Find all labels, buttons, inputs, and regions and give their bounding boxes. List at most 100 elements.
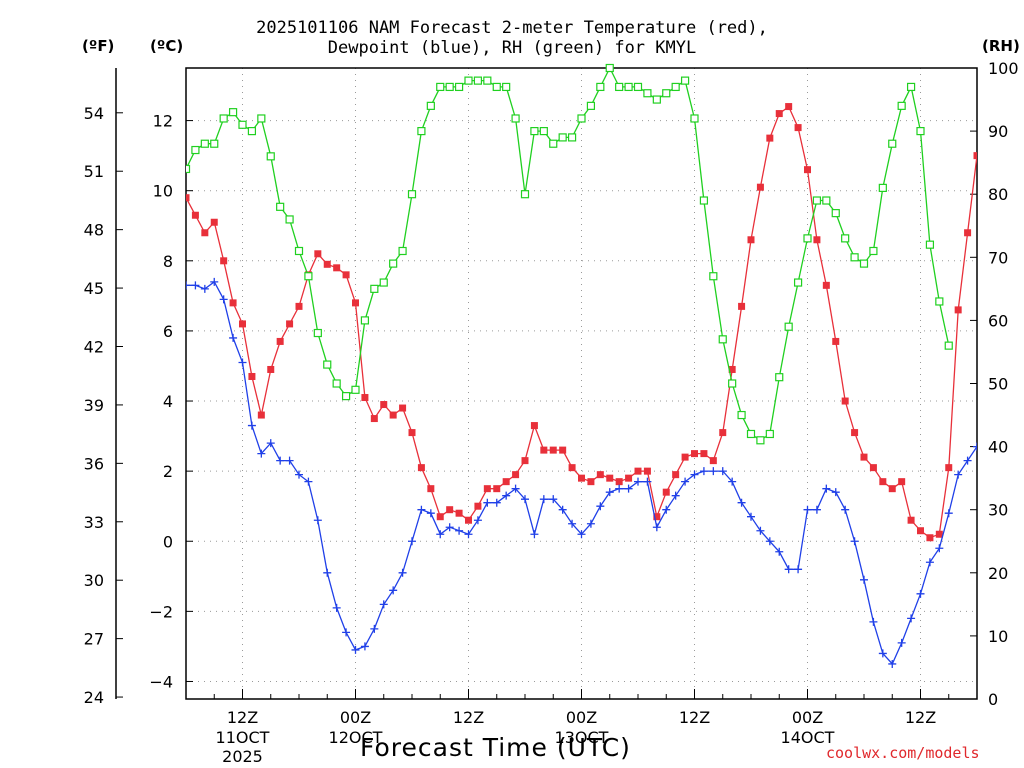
temperature-point [747,236,755,244]
rh-point [586,101,596,110]
dewpoint-line [186,280,977,666]
rh-point [417,126,426,136]
rh-point [389,259,398,268]
dewpoint-point [841,505,850,514]
temperature-point [813,236,821,244]
dewpoint-point [210,277,219,286]
dewpoint-point [229,333,238,342]
dewpoint-point [907,614,916,623]
rh-point [944,341,953,350]
dewpoint-point [295,470,303,479]
rh-point [652,95,661,104]
dewpoint-point [247,421,256,430]
rh-point [492,82,501,92]
temperature-point [210,218,218,226]
dewpoint-point [709,467,718,476]
temperature-point [333,264,341,272]
dewpoint-point [370,624,379,633]
dewpoint-point [605,488,614,497]
fahrenheit-tick-label: 45 [84,279,104,298]
temperature-point [239,320,246,328]
x-axis-title: Forecast Time (UTC) [360,733,631,762]
rh-tick-label: 10 [988,627,1008,646]
rh-point [822,196,831,205]
rh-point [285,215,294,224]
rh-point [186,164,191,174]
rh-point [831,209,840,218]
dewpoint-point [191,281,200,290]
rh-point [398,246,407,256]
temperature-point [295,302,303,310]
rh-point [276,202,285,211]
rh-point [567,133,577,142]
credit-link[interactable]: coolwx.com/models [826,744,980,762]
temperature-point [907,516,915,524]
celsius-tick-label: 12 [153,112,173,131]
rh-point [888,139,897,148]
rh-point [464,76,473,85]
temperature-point [756,183,764,191]
dewpoint-point [511,484,520,493]
temperature-point [691,450,698,458]
temperature-point [794,124,802,132]
dewpoint-point [389,586,398,595]
rh-point [238,120,247,129]
dewpoint-point [398,568,407,577]
rh-point [680,76,690,85]
rh-point [859,259,869,268]
temperature-point [860,453,868,461]
dewpoint-point [850,537,859,546]
temperature-point [540,446,548,454]
rh-point [737,410,746,420]
temperature-point [625,474,633,482]
dewpoint-point [483,498,492,507]
temperature-point [568,464,576,472]
celsius-tick-label: 2 [163,462,173,481]
dewpoint-point [869,617,878,626]
temperature-point [465,516,472,524]
dewpoint-point [624,484,633,493]
dewpoint-point [671,491,680,500]
temperature-point [286,320,294,328]
rh-point [718,335,727,344]
dewpoint-point [445,523,454,532]
dewpoint-point [219,295,228,304]
dewpoint-point [803,505,812,514]
temperature-point [578,474,585,482]
dewpoint-point [332,603,341,612]
dewpoint-point [681,477,690,486]
rh-tick-label: 60 [988,311,1008,330]
rh-point [313,328,322,338]
rh-point [530,126,539,136]
dewpoint-point [502,491,511,500]
dewpoint-point [765,537,774,546]
dewpoint-point [558,505,567,514]
rh-point [247,126,257,136]
rh-point [379,278,388,287]
rh-point [596,82,605,92]
temperature-point [935,530,943,538]
rh-axis-unit: (RH) [982,37,1020,55]
dewpoint-point [455,526,464,535]
temperature-point [879,478,887,486]
rh-point [756,436,765,445]
rh-point [878,183,887,192]
rh-point [643,89,652,98]
temperature-point [380,401,388,409]
dewpoint-point [539,495,548,504]
rh-point [210,139,219,148]
rh-point [323,360,332,369]
x-tick-date-label: 13OCT [555,728,609,747]
temperature-point [964,229,972,237]
temperature-point [370,415,378,423]
rh-point [577,114,586,123]
dewpoint-point [436,530,445,539]
temperature-point [851,429,859,437]
series-rh [186,63,953,445]
dewpoint-point [200,284,209,293]
temperature-point [267,365,275,373]
dewpoint-point [690,470,699,479]
celsius-axis-unit: (ºC) [150,37,184,55]
temperature-point [502,478,510,486]
